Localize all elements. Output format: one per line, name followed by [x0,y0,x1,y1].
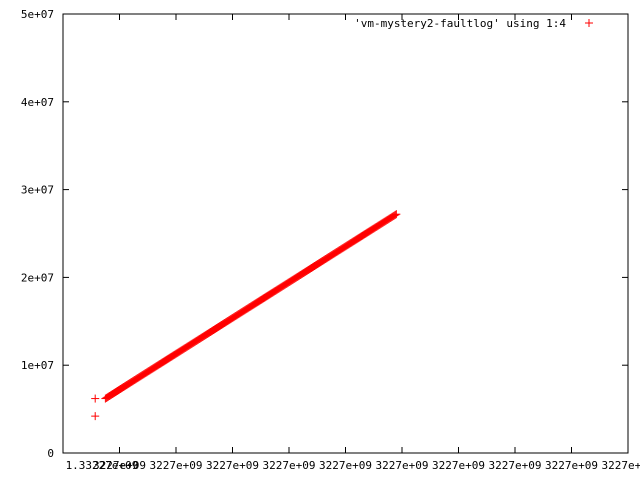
x-tick-label: 3227e+09 [489,459,542,472]
plot-frame [62,13,629,454]
legend-label: 'vm-mystery2-faultlog' using 1:4 [354,17,566,30]
y-tick-label: 4e+07 [21,96,54,109]
legend-plus-icon [585,19,593,27]
data-point [91,412,100,421]
y-tick-label: 2e+07 [21,271,54,284]
x-tick-label: 3227e+09 [319,459,372,472]
data-point [91,394,100,403]
x-tick-label: 3227e+09 [545,459,598,472]
x-tick-label: 3227e+09 [432,459,485,472]
x-tick-label: 3227e+09 [263,459,316,472]
x-tick-label: 3227e+09 [150,459,203,472]
y-axis: 0 1e+07 2e+07 3e+07 4e+07 5e+07 [21,8,628,460]
x-tick-label: 3227e+09 [206,459,259,472]
y-tick-label: 0 [47,447,54,460]
legend: 'vm-mystery2-faultlog' using 1:4 [354,17,593,30]
data-point [392,210,401,219]
x-tick-label: 3227e+09 [376,459,429,472]
legend-marker [585,19,593,27]
y-tick-label: 1e+07 [21,359,54,372]
data-point [390,211,399,220]
x-tick-label: 1.33227e+09 [66,459,139,472]
data-points [91,210,401,421]
y-tick-label: 3e+07 [21,184,54,197]
x-tick-label: 3227e+09 [93,459,146,472]
data-point [391,210,400,219]
y-tick-label: 5e+07 [21,8,54,21]
x-tick-label: 3227e+09 [602,459,640,472]
